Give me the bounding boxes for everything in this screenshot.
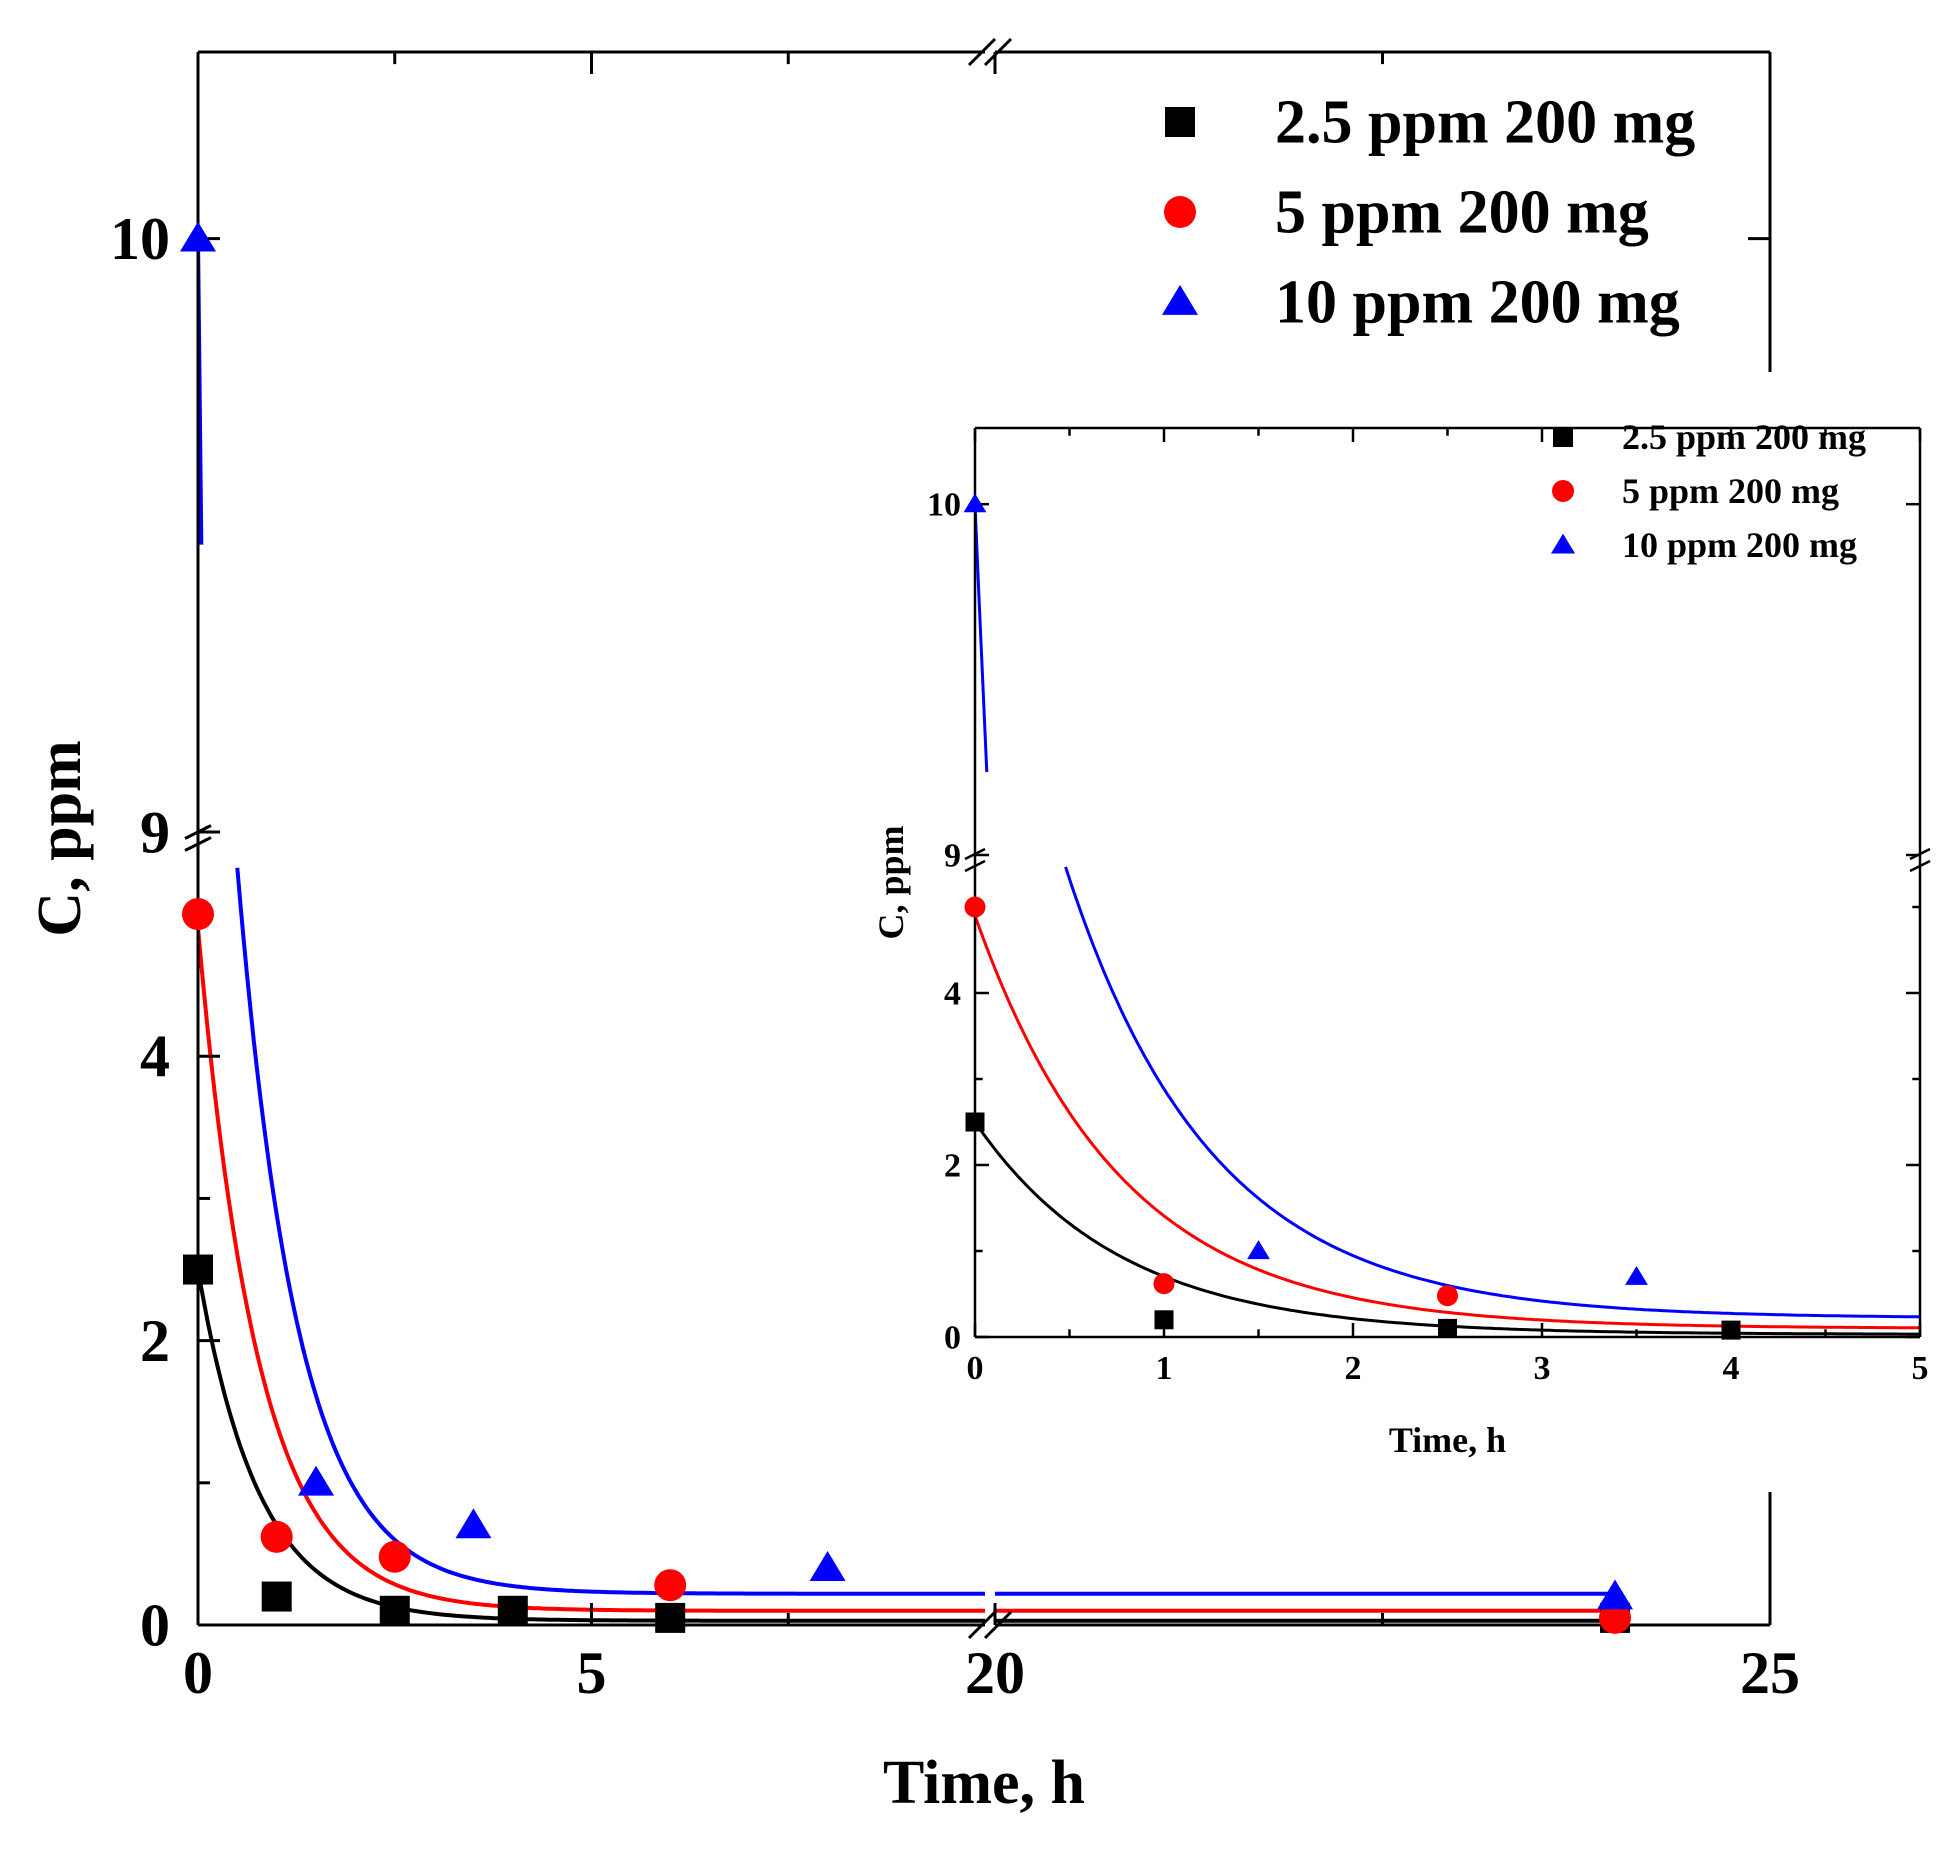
legend-label: 2.5 ppm 200 mg <box>1275 88 1695 156</box>
x-tick-label: 5 <box>1912 1350 1929 1387</box>
data-point-square <box>655 1602 686 1633</box>
x-tick-label: 5 <box>577 1640 607 1706</box>
x-tick-label: 3 <box>1534 1350 1551 1387</box>
x-break-mark <box>967 1610 997 1640</box>
data-point-triangle <box>1247 1240 1270 1260</box>
x-break-mark <box>983 1610 1013 1640</box>
inset-y-ticks: 0 2 4 9 10 <box>927 487 1920 1357</box>
fit-curve-2 <box>975 915 1920 1330</box>
data-point-square <box>1438 1318 1457 1338</box>
legend-label: 2.5 ppm 200 mg <box>1622 417 1866 457</box>
data-point-circle <box>378 1540 411 1573</box>
y-tick-label: 0 <box>140 1592 170 1658</box>
data-point-triangle <box>1625 1265 1648 1285</box>
data-point-triangle <box>180 221 216 252</box>
x-break-mark <box>967 37 997 67</box>
x-tick-label: 0 <box>967 1350 984 1387</box>
y-tick-label: 10 <box>110 206 170 272</box>
y-tick-label: 2 <box>140 1308 170 1374</box>
legend-label: 10 ppm 200 mg <box>1622 525 1857 565</box>
data-point-circle <box>260 1520 293 1553</box>
data-point-circle <box>182 898 214 931</box>
x-tick-label: 2 <box>1345 1350 1362 1387</box>
y-tick-label: 9 <box>140 799 170 865</box>
legend-marker-triangle <box>1551 533 1575 554</box>
y-break-mark <box>964 859 986 873</box>
legend-marker-triangle <box>1162 284 1198 315</box>
data-point-square <box>965 1112 985 1132</box>
inset-markers <box>963 493 1741 1340</box>
data-point-triangle <box>809 1551 846 1581</box>
data-point-triangle <box>298 1465 335 1496</box>
y-break-mark <box>184 836 212 852</box>
data-point-triangle <box>455 1508 492 1539</box>
inset-x-ticks: 0 1 2 3 4 5 <box>967 428 1929 1387</box>
data-point-circle <box>964 896 986 918</box>
data-point-triangle <box>963 493 987 513</box>
main-x-ticks: 0 5 20 25 <box>183 52 1800 1706</box>
y-tick-label: 4 <box>944 976 961 1013</box>
legend-marker-circle <box>1164 196 1196 228</box>
y-tick-label: 2 <box>944 1148 961 1185</box>
data-point-circle <box>1437 1285 1458 1307</box>
data-point-square <box>1154 1310 1174 1330</box>
data-point-circle <box>654 1569 687 1602</box>
legend-marker-square <box>1165 107 1195 137</box>
inset-legend: 2.5 ppm 200 mg 5 ppm 200 mg 10 ppm 200 mg <box>1551 417 1866 565</box>
main-markers <box>180 221 1633 1634</box>
data-point-square <box>1721 1320 1741 1340</box>
inset-x-axis-title: Time, h <box>1389 1420 1506 1460</box>
data-point-square <box>379 1595 410 1626</box>
legend-label: 10 ppm 200 mg <box>1275 268 1680 336</box>
legend-marker-circle <box>1552 480 1574 502</box>
x-tick-label: 4 <box>1723 1350 1740 1387</box>
y-tick-label: 4 <box>140 1024 170 1090</box>
data-point-square <box>183 1254 213 1285</box>
x-tick-label: 0 <box>183 1640 213 1706</box>
x-tick-label: 20 <box>965 1640 1025 1706</box>
data-point-circle <box>1153 1273 1175 1295</box>
y-tick-label: 0 <box>944 1320 961 1357</box>
legend-label: 5 ppm 200 mg <box>1275 178 1649 246</box>
legend-label: 5 ppm 200 mg <box>1622 471 1839 511</box>
legend-marker-square <box>1553 427 1573 447</box>
y-break-mark <box>1909 859 1931 873</box>
y-tick-label: 9 <box>944 838 961 875</box>
data-point-triangle <box>1597 1579 1633 1610</box>
fit-curve-3 <box>975 504 1920 1319</box>
data-point-square <box>261 1581 292 1612</box>
x-tick-label: 1 <box>1156 1350 1173 1387</box>
inset-background <box>867 372 1950 1492</box>
x-break-mark <box>983 37 1013 67</box>
main-x-axis-title: Time, h <box>883 1749 1085 1817</box>
data-point-circle <box>1599 1601 1631 1634</box>
main-legend: 2.5 ppm 200 mg 5 ppm 200 mg 10 ppm 200 mg <box>1162 88 1695 336</box>
y-tick-label: 10 <box>927 487 961 524</box>
inset-plot: 0 2 4 9 10 0 1 2 3 4 5 Time, h C, ppm 2.5 ppm 200 mg 5… <box>867 372 1950 1492</box>
data-point-square <box>497 1595 528 1626</box>
x-tick-label: 25 <box>1740 1640 1800 1706</box>
inset-y-axis-title: C, ppm <box>871 825 911 939</box>
main-y-axis-title: C, ppm <box>26 740 94 936</box>
